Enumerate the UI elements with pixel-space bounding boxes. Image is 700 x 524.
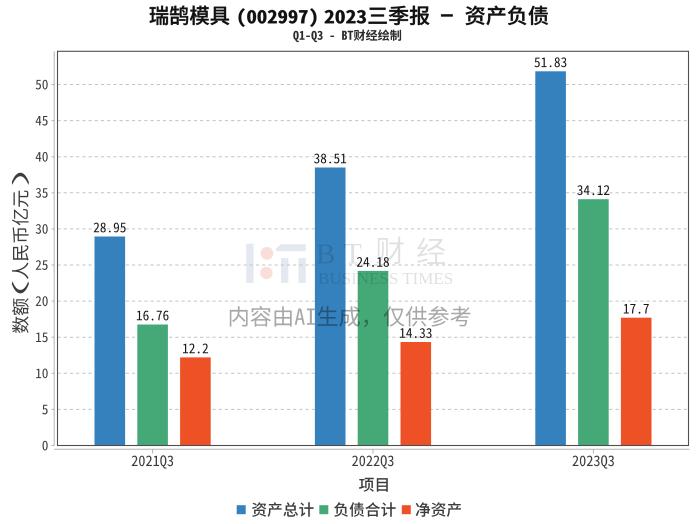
svg-text:T: T [344, 237, 362, 270]
svg-text:BUSINESS TIMES: BUSINESS TIMES [318, 269, 453, 288]
svg-text:B: B [316, 238, 335, 270]
